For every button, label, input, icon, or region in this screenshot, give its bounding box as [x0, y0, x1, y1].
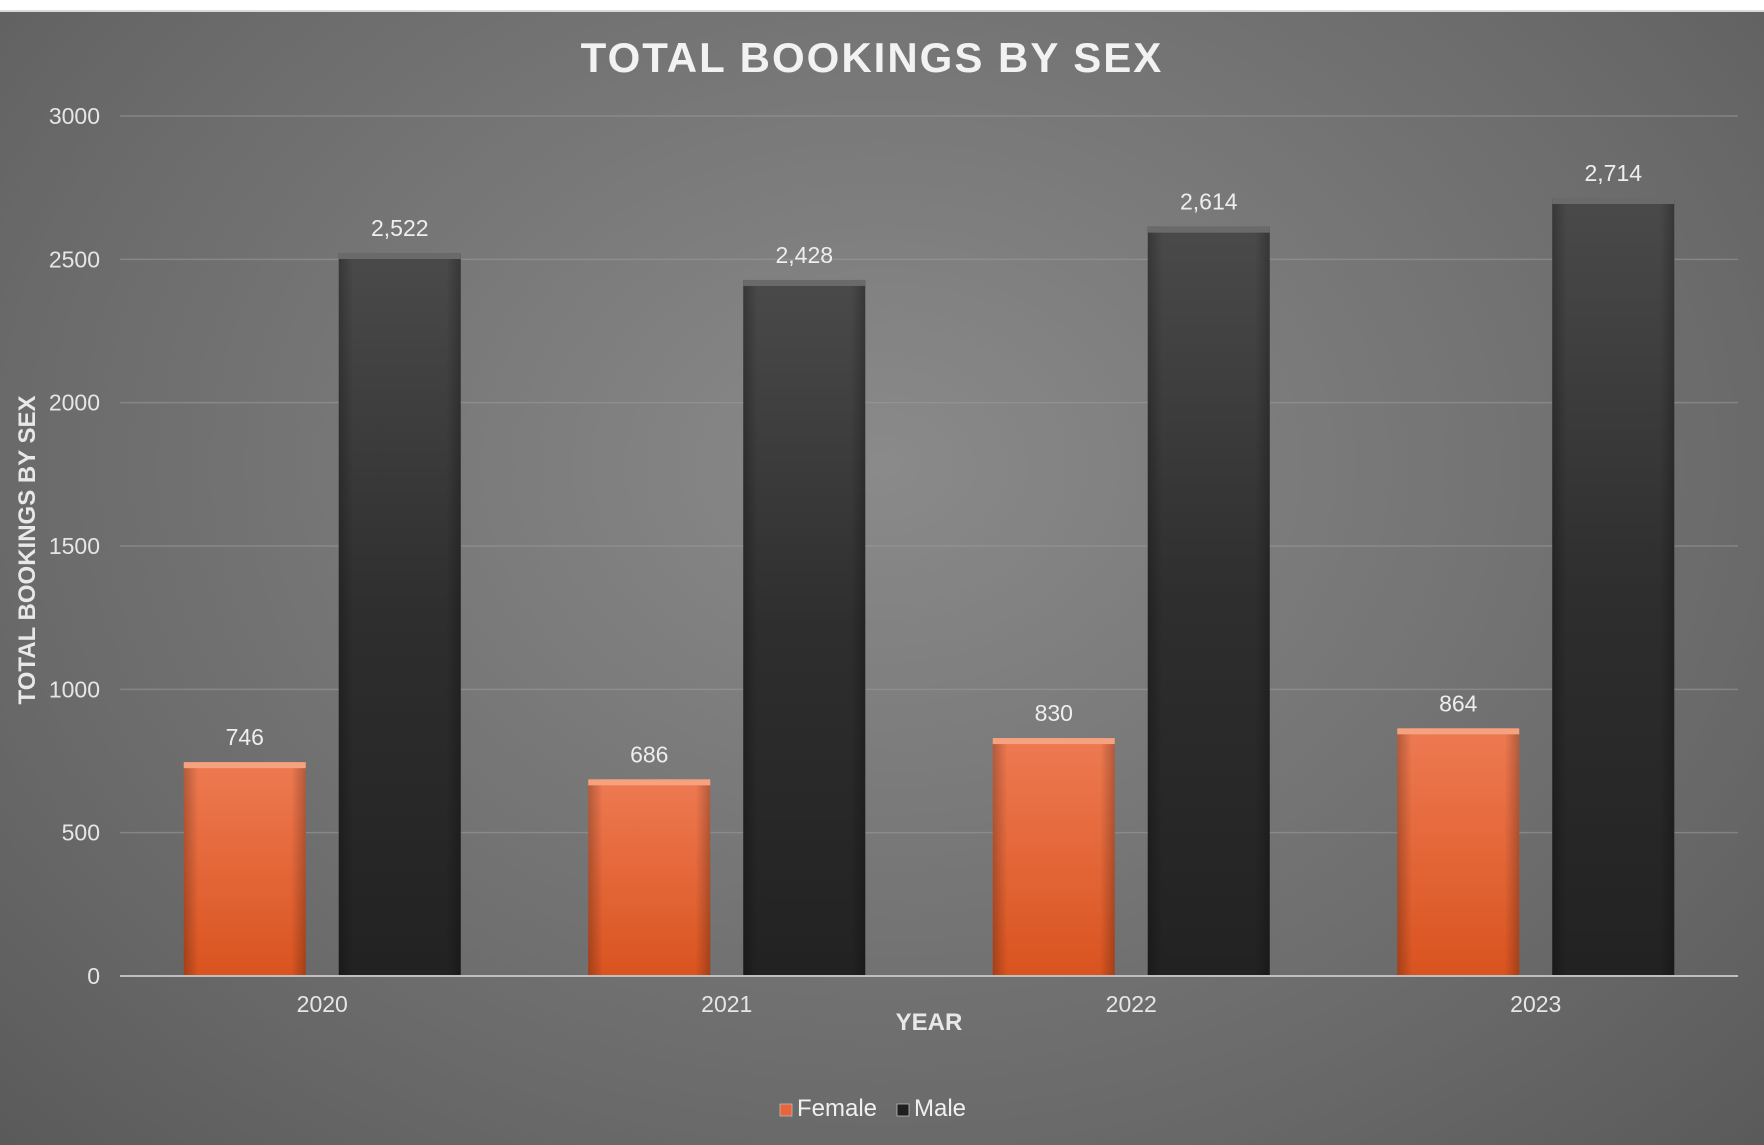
x-tick-label: 2022: [1106, 991, 1157, 1017]
female-bar: [588, 779, 711, 976]
y-tick-label: 1000: [49, 676, 100, 702]
bar-shade: [743, 279, 866, 976]
y-tick-label: 3000: [49, 103, 100, 129]
data-label: 2,714: [1584, 160, 1642, 186]
male-bar: [743, 279, 866, 976]
bar-shade: [338, 253, 461, 976]
male-bar: [338, 253, 461, 976]
y-axis-title: TOTAL BOOKINGS BY SEX: [14, 396, 41, 705]
y-tick-label: 500: [62, 820, 100, 846]
bar-shade: [1397, 728, 1520, 976]
x-tick-label: 2023: [1510, 991, 1561, 1017]
bar-shade: [183, 762, 306, 976]
data-labels: 746 2,522 686 2,428 830 2,614 864 2,714: [226, 160, 1643, 767]
chart-title: TOTAL BOOKINGS BY SEX: [581, 34, 1164, 81]
bar-shade: [1147, 226, 1270, 977]
female-legend-label: Female: [797, 1095, 877, 1122]
bar-top-edge: [588, 779, 711, 786]
data-label: 830: [1035, 700, 1073, 726]
bar-top-edge: [183, 762, 306, 769]
bar-top-edge: [1147, 226, 1270, 233]
legend: Female Male: [779, 1095, 966, 1122]
male-bar: [1147, 226, 1270, 977]
bar-top-edge: [992, 738, 1115, 745]
male-legend-swatch: [896, 1103, 910, 1117]
x-axis-ticks: 2020 2021 2022 2023: [297, 991, 1562, 1017]
y-tick-label: 0: [87, 963, 100, 989]
bar-shade: [588, 779, 711, 976]
data-label: 2,522: [371, 215, 429, 241]
data-label: 686: [630, 741, 668, 767]
bar-shade: [1552, 197, 1675, 976]
y-tick-label: 2000: [49, 390, 100, 416]
female-bar: [992, 738, 1115, 976]
bars: [183, 197, 1675, 977]
data-label: 864: [1439, 690, 1478, 716]
y-tick-label: 1500: [49, 533, 100, 559]
data-label: 2,428: [775, 242, 833, 268]
bar-top-edge: [743, 279, 866, 286]
data-label: 746: [226, 724, 264, 750]
bar-chart: TOTAL BOOKINGS BY SEX 0 500 1000 1500 2000 25…: [14, 34, 1738, 1122]
data-label: 2,614: [1180, 189, 1238, 215]
x-tick-label: 2021: [701, 991, 752, 1017]
chart-area: TOTAL BOOKINGS BY SEX 0 500 1000 1500 2000 25…: [0, 10, 1764, 1145]
x-axis-title: YEAR: [896, 1009, 963, 1036]
bar-shade: [992, 738, 1115, 976]
y-tick-label: 2500: [49, 246, 100, 272]
male-bar: [1552, 197, 1675, 976]
female-bar: [1397, 728, 1520, 976]
female-bar: [183, 762, 306, 976]
y-axis-ticks: 0 500 1000 1500 2000 2500 3000: [49, 103, 100, 989]
bar-top-edge: [1552, 197, 1675, 204]
bar-top-edge: [338, 253, 461, 260]
male-legend-label: Male: [914, 1095, 966, 1122]
female-legend-swatch: [779, 1103, 793, 1117]
bar-top-edge: [1397, 728, 1520, 735]
x-tick-label: 2020: [297, 991, 348, 1017]
